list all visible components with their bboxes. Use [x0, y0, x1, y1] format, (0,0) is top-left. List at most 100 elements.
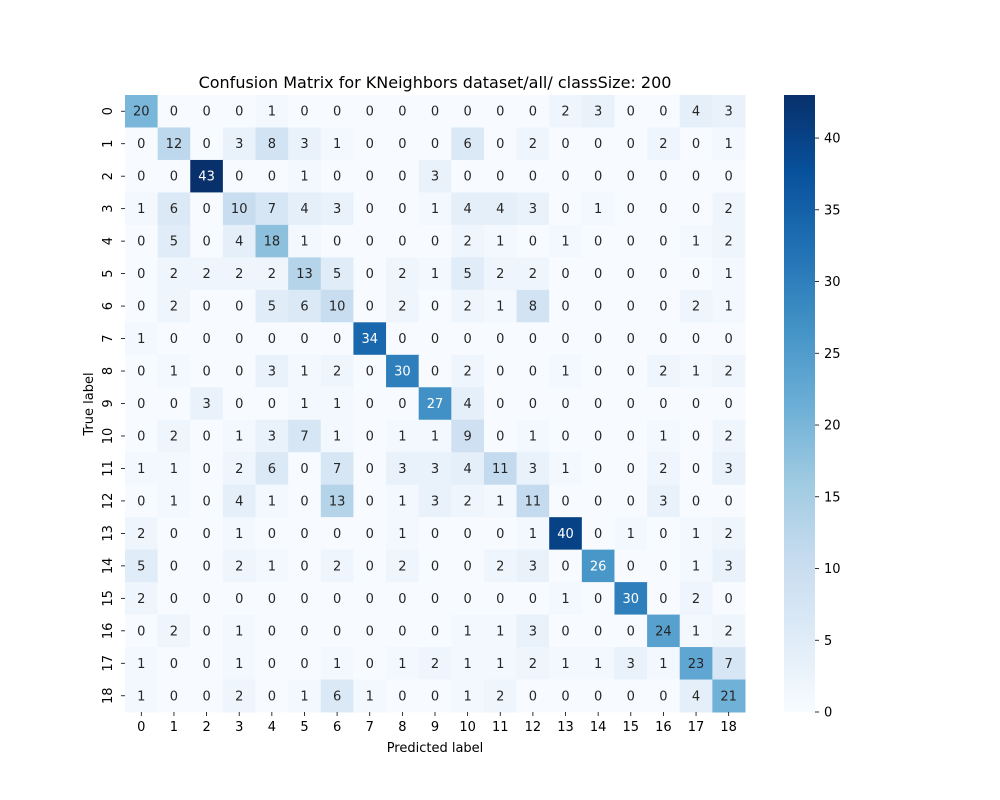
cell-value-label: 2	[659, 137, 667, 152]
cell-value-label: 0	[594, 429, 602, 444]
cell-value-label: 1	[561, 235, 569, 250]
cell-value-label: 2	[659, 462, 667, 477]
heatmap-cell-r8-c7	[353, 354, 387, 388]
heatmap-cell-r9-c5	[288, 387, 322, 421]
cell-value-label: 0	[496, 397, 504, 412]
y-tick-label: 2	[101, 172, 116, 180]
cell-value-label: 0	[300, 657, 308, 672]
y-tick-label: 17	[101, 655, 116, 672]
cell-value-label: 0	[561, 429, 569, 444]
cell-value-label: 2	[463, 494, 471, 509]
heatmap-cell-r14-c2	[190, 549, 224, 583]
heatmap-cell-r13-c17	[679, 517, 713, 551]
cell-value-label: 0	[463, 332, 471, 347]
heatmap-cell-r2-c9	[418, 159, 452, 193]
heatmap-cell-r9-c1	[157, 387, 191, 421]
cell-value-label: 0	[366, 624, 374, 639]
cell-value-label: 0	[496, 105, 504, 120]
cell-value-label: 2	[725, 527, 733, 542]
cell-value-label: 0	[235, 170, 243, 185]
cell-value-label: 23	[688, 657, 705, 672]
cell-value-label: 3	[529, 559, 537, 574]
x-tick-labels: 0 1 2 3 4 5 6 7 8 9 10 11 12 13 14 15 16 17 18	[137, 712, 737, 735]
cell-value-label: 2	[692, 300, 700, 315]
cell-value-label: 0	[137, 300, 145, 315]
heatmap-cell-r11-c5	[288, 452, 322, 486]
cell-value-label: 2	[463, 300, 471, 315]
heatmap-cell-r2-c8	[386, 159, 420, 193]
heatmap-cell-r0-c14	[581, 95, 615, 128]
cell-value-label: 4	[235, 494, 243, 509]
y-tick-label: 13	[101, 525, 116, 542]
heatmap-cell-r1-c14	[581, 127, 615, 161]
heatmap-cell-r16-c5	[288, 614, 322, 648]
y-tick-label: 11	[101, 460, 116, 477]
heatmap-cell-r3-c6	[320, 192, 354, 226]
heatmap-cell-r11-c17	[679, 452, 713, 486]
cell-value-label: 0	[333, 235, 341, 250]
cell-value-label: 1	[235, 527, 243, 542]
cell-value-label: 18	[264, 235, 281, 250]
cell-value-label: 2	[170, 429, 178, 444]
x-tick-label: 12	[525, 720, 542, 735]
heatmap-cell-r7-c11	[483, 322, 518, 356]
heatmap-cell-r11-c16	[647, 452, 681, 486]
cell-value-label: 3	[333, 202, 341, 217]
cell-value-label: 0	[398, 137, 406, 152]
heatmap-cell-r1-c7	[353, 127, 387, 161]
heatmap-cell-r13-c7	[353, 517, 387, 551]
x-tick-label: 6	[333, 720, 341, 735]
heatmap-cell-r18-c11	[483, 679, 518, 713]
heatmap-cell-r4-c13	[549, 224, 583, 258]
cell-value-label: 0	[202, 137, 210, 152]
y-tick-label: 7	[101, 334, 116, 342]
y-tick-label: 16	[101, 623, 116, 640]
cell-value-label: 0	[398, 689, 406, 704]
heatmap-cell-r14-c10	[451, 549, 485, 583]
heatmap-cell-r9-c4	[255, 387, 289, 421]
heatmap-cell-r4-c12	[516, 224, 550, 258]
cell-value-label: 1	[333, 137, 341, 152]
cell-value-label: 4	[463, 397, 471, 412]
colorbar-tick-label: 25	[824, 347, 841, 362]
heatmap-cell-r9-c10	[451, 387, 485, 421]
heatmap-cell-r11-c1	[157, 452, 191, 486]
cell-value-label: 0	[170, 689, 178, 704]
heatmap-cell-r1-c9	[418, 127, 452, 161]
heatmap-cell-r11-c11	[483, 452, 518, 486]
heatmap-cell-r5-c15	[614, 257, 648, 291]
cell-value-label: 5	[268, 300, 276, 315]
heatmap-cell-r8-c6	[320, 354, 354, 388]
heatmap-cell-r13-c15	[614, 517, 648, 551]
heatmap-cell-r14-c16	[647, 549, 681, 583]
heatmap-cell-r1-c11	[483, 127, 518, 161]
heatmap-cell-r14-c8	[386, 549, 420, 583]
heatmap-cell-r14-c5	[288, 549, 322, 583]
cell-value-label: 2	[561, 105, 569, 120]
cell-value-label: 0	[366, 592, 374, 607]
heatmap-cell-r6-c15	[614, 289, 648, 323]
heatmap-cell-r15-c18	[712, 582, 746, 616]
cell-value-label: 0	[170, 397, 178, 412]
cell-value-label: 0	[463, 559, 471, 574]
heatmap-cell-r12-c6	[320, 484, 354, 518]
heatmap-cells: 20 0 0 0 1 0 0 0 0 0 0 0 0 2 3 0 0 4 30 12 0 3 8 3 1 0 0 0 6 0 2 0 0 0 2 0 1…	[125, 95, 746, 713]
heatmap-cell-r14-c15	[614, 549, 648, 583]
heatmap-cell-r6-c8	[386, 289, 420, 323]
heatmap-cell-r7-c3	[222, 322, 257, 356]
cell-value-label: 0	[202, 689, 210, 704]
heatmap-cell-r17-c18	[712, 647, 746, 681]
heatmap-cell-r5-c0	[125, 257, 159, 291]
cell-value-label: 0	[398, 397, 406, 412]
cell-value-label: 0	[366, 559, 374, 574]
heatmap-cell-r8-c5	[288, 354, 322, 388]
heatmap-cell-r8-c15	[614, 354, 648, 388]
cell-value-label: 0	[398, 332, 406, 347]
heatmap-cell-r15-c4	[255, 582, 289, 616]
cell-value-label: 3	[431, 462, 439, 477]
cell-value-label: 0	[137, 494, 145, 509]
heatmap-cell-r7-c18	[712, 322, 746, 356]
heatmap-cell-r11-c7	[353, 452, 387, 486]
cell-value-label: 3	[594, 105, 602, 120]
cell-value-label: 0	[659, 202, 667, 217]
